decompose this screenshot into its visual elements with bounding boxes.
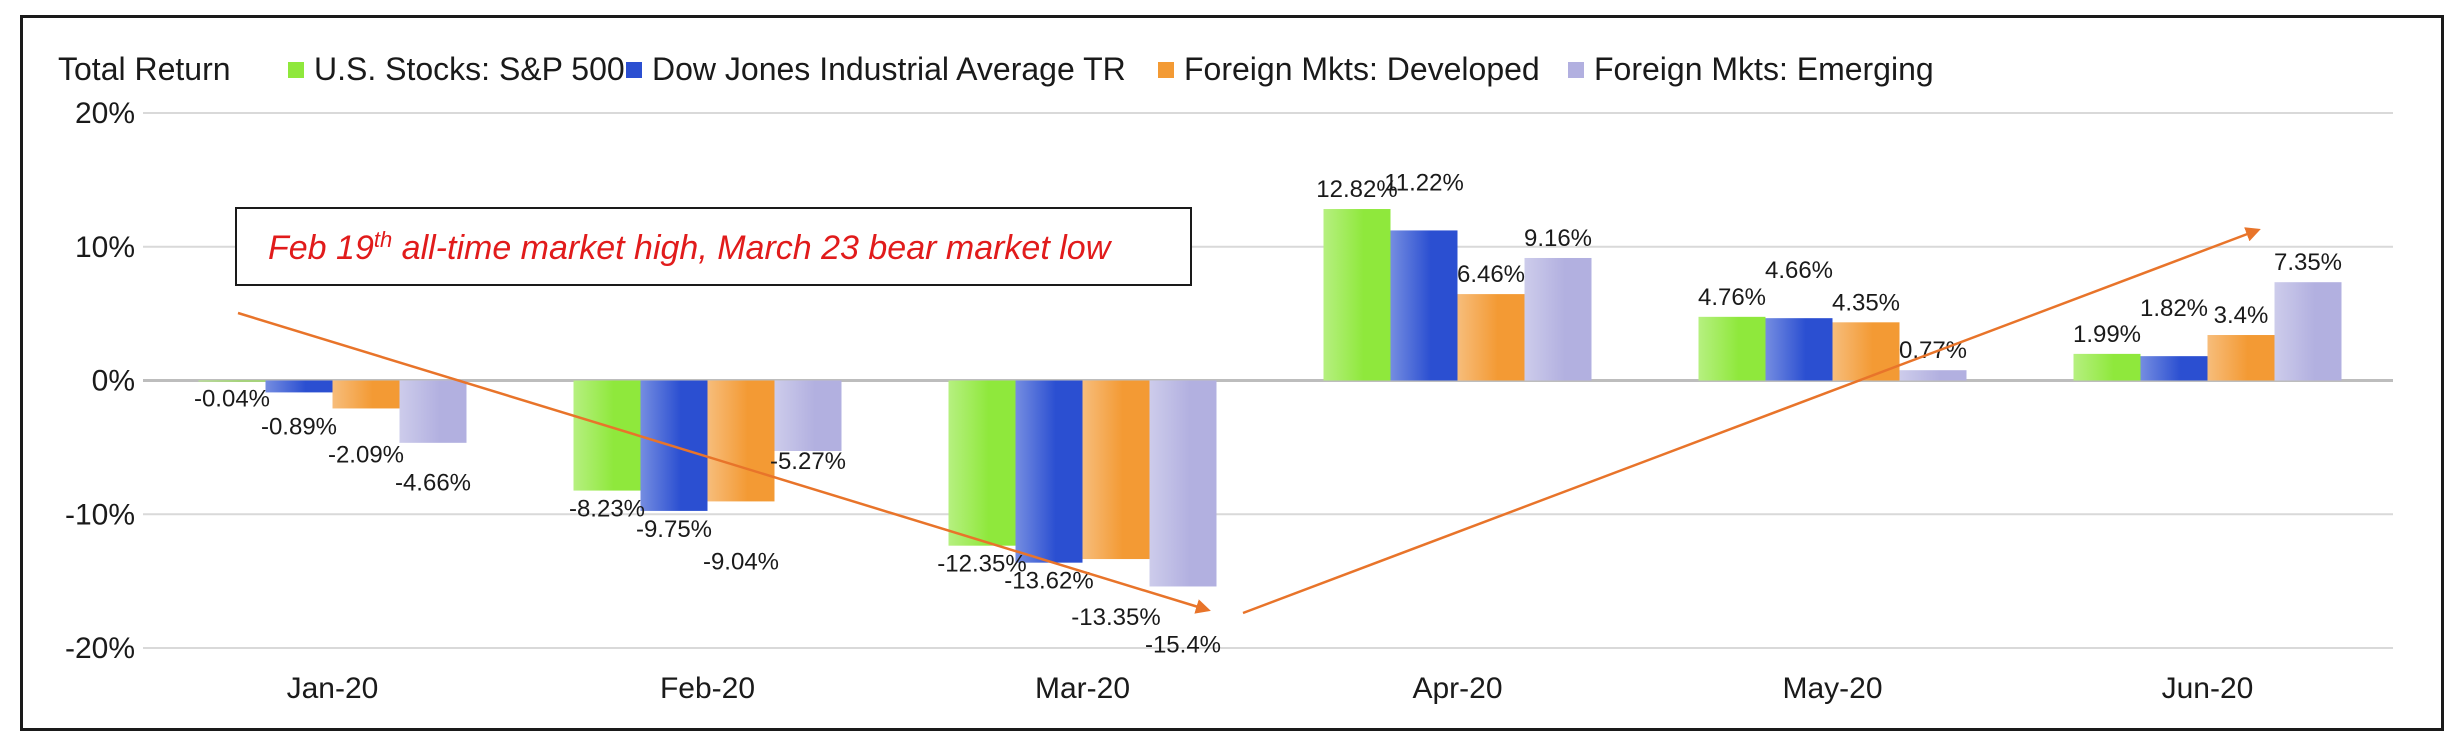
gridlines xyxy=(143,112,2393,649)
bar-value-label: -5.27% xyxy=(770,448,846,475)
bar-value-label: -9.04% xyxy=(703,548,779,575)
bar-value-label: -13.62% xyxy=(1004,568,1093,595)
bar xyxy=(1765,318,1833,381)
x-axis-categories: Jan-20 Feb-20 Mar-20 Apr-20 May-20 Jun-20 xyxy=(287,672,2254,705)
bar xyxy=(573,380,641,491)
bar xyxy=(1323,209,1391,381)
bar xyxy=(332,380,400,409)
bar xyxy=(1082,380,1150,560)
bar xyxy=(774,380,842,451)
legend-swatch xyxy=(626,62,642,78)
bar-value-label: -8.23% xyxy=(569,496,645,523)
bar-value-label: 1.82% xyxy=(2140,295,2208,322)
bar-value-label: -12.35% xyxy=(937,551,1026,578)
bar-value-label: 4.76% xyxy=(1698,284,1766,311)
bar xyxy=(1390,230,1458,381)
bar xyxy=(399,380,467,443)
bar-value-label: -0.04% xyxy=(194,386,270,413)
data-labels: -0.04%-0.89%-2.09%-4.66% -8.23%-9.75% -9.0… xyxy=(194,169,2342,658)
bar-value-label: 12.82% xyxy=(1316,176,1397,203)
bar-value-label: 9.16% xyxy=(1524,225,1592,252)
bar-value-label: 6.46% xyxy=(1457,261,1525,288)
chart-frame: 20% 10% 0% -10% -20% -0.04% -0.89% -2.09% -4.66… xyxy=(20,15,2444,731)
annotation-superscript: th xyxy=(374,227,392,252)
bar-value-label: -4.66% xyxy=(395,470,471,497)
bar xyxy=(948,380,1016,546)
annotation-text: Feb 19th all-time market high, March 23 … xyxy=(268,227,1113,268)
x-category-label: Apr-20 xyxy=(1412,672,1502,705)
bar xyxy=(2140,356,2208,381)
bar xyxy=(1524,257,1592,381)
bar-value-label: 11.22% xyxy=(1384,169,1464,196)
legend-label: Dow Jones Industrial Average TR xyxy=(652,51,1126,87)
y-tick-label: -10% xyxy=(65,498,135,531)
legend-swatch xyxy=(1568,62,1584,78)
trend-arrows xyxy=(237,227,2261,615)
bar-value-label: 0.77% xyxy=(1899,337,1967,364)
bar xyxy=(2073,353,2141,381)
x-category-label: Jun-20 xyxy=(2162,672,2254,705)
bar-value-label: 3.4% xyxy=(2214,302,2269,329)
bar xyxy=(2207,335,2275,381)
bar-value-label: 4.35% xyxy=(1832,289,1900,316)
bar xyxy=(1899,370,1967,381)
bar-value-label: 4.66% xyxy=(1765,257,1833,284)
annotation-suffix: all-time market high, March 23 bear mark… xyxy=(392,229,1112,267)
legend-label: U.S. Stocks: S&P 500 xyxy=(314,51,625,87)
y-tick-label: -20% xyxy=(65,632,135,665)
bar xyxy=(1015,380,1083,563)
bar-value-label: -15.4% xyxy=(1145,631,1221,658)
bar xyxy=(707,380,775,502)
legend-swatch xyxy=(288,62,304,78)
annotation-border xyxy=(235,207,1192,286)
y-tick-label: 10% xyxy=(75,231,135,264)
annotation-box: Feb 19th all-time market high, March 23 … xyxy=(235,207,1192,286)
bar-series xyxy=(198,209,2342,587)
bar-value-label: -9.75% xyxy=(636,516,712,543)
annotation-prefix: Feb 19 xyxy=(268,229,374,267)
x-category-label: Mar-20 xyxy=(1035,672,1130,705)
bar xyxy=(1457,294,1525,381)
bar xyxy=(198,380,266,382)
downtrend-arrow xyxy=(237,311,1211,614)
legend: Total Return U.S. Stocks: S&P 500 Dow Jon… xyxy=(58,51,1934,87)
legend-swatch xyxy=(1158,62,1174,78)
chart-title: Total Return xyxy=(58,51,231,87)
bar-value-label: -13.35% xyxy=(1071,604,1160,631)
y-axis-ticks: 20% 10% 0% -10% -20% xyxy=(65,97,135,665)
uptrend-arrow xyxy=(1242,227,2261,615)
bar-value-label: -2.09% xyxy=(328,442,404,469)
bar xyxy=(1832,322,1900,381)
y-tick-label: 0% xyxy=(92,365,135,398)
bar-value-label: 7.35% xyxy=(2274,249,2342,276)
x-category-label: Feb-20 xyxy=(660,672,755,705)
bar xyxy=(1149,380,1217,587)
y-tick-label: 20% xyxy=(75,97,135,130)
x-category-label: May-20 xyxy=(1782,672,1882,705)
legend-label: Foreign Mkts: Emerging xyxy=(1594,51,1934,87)
returns-chart: 20% 10% 0% -10% -20% -0.04%-0.89%-2.09%-4.66… xyxy=(58,51,2393,705)
bar-value-label: -0.89% xyxy=(261,414,337,441)
x-category-label: Jan-20 xyxy=(287,672,379,705)
bar xyxy=(2274,282,2342,381)
bar-value-label: 1.99% xyxy=(2073,321,2141,348)
bar xyxy=(1698,316,1766,381)
legend-label: Foreign Mkts: Developed xyxy=(1184,51,1540,87)
bar xyxy=(265,380,333,393)
